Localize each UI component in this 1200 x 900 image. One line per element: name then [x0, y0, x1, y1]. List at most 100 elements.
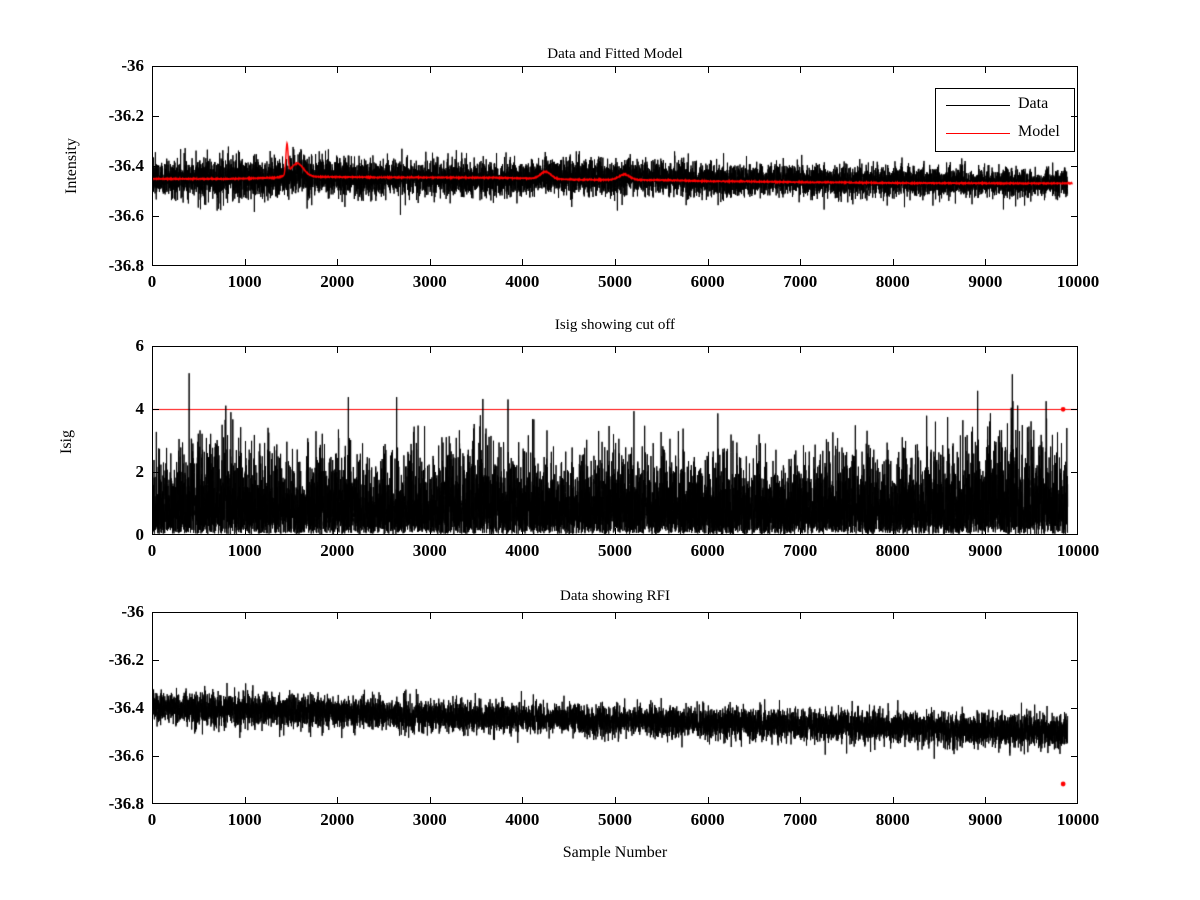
panel-2-x-tick-label: 2000 — [320, 541, 355, 560]
y-tick-mark — [1071, 472, 1078, 473]
panel-3-x-tick-label: 0 — [147, 810, 157, 829]
x-tick-mark — [430, 259, 431, 266]
panel-3-x-tick-label: 5000 — [598, 810, 632, 829]
x-tick-mark — [708, 612, 709, 619]
x-tick-mark — [337, 612, 338, 619]
panel-2-x-tick-label: 1000 — [227, 541, 262, 560]
y-tick-mark — [1071, 216, 1078, 217]
x-tick-mark — [337, 797, 338, 804]
panel-2-y-tick-label: 2 — [135, 462, 145, 481]
x-tick-mark — [522, 797, 523, 804]
panel-3-x-tick-label: 7000 — [783, 810, 818, 829]
panel-2-y-tick-label: 0 — [135, 525, 145, 544]
x-tick-mark — [245, 346, 246, 353]
x-tick-mark — [800, 259, 801, 266]
panel-1-x-tick-label: 5000 — [598, 272, 632, 291]
panel-2-x-tick-label: 6000 — [690, 541, 725, 560]
legend: Data Model — [935, 88, 1075, 152]
x-tick-mark — [522, 346, 523, 353]
x-tick-mark — [615, 797, 616, 804]
x-tick-mark — [522, 528, 523, 535]
x-tick-mark — [893, 612, 894, 619]
legend-swatch-data — [946, 105, 1010, 106]
legend-swatch-model — [946, 133, 1010, 134]
panel-2-x-tick-label: 8000 — [875, 541, 910, 560]
figure-x-axis-label: Sample Number — [562, 844, 668, 861]
x-tick-mark — [522, 612, 523, 619]
panel-2-x-tick-label: 7000 — [783, 541, 818, 560]
y-tick-mark — [1071, 756, 1078, 757]
panel-3-y-tick-label: -36.6 — [108, 746, 144, 765]
panel-2-plot-area — [152, 346, 1078, 535]
x-tick-mark — [430, 528, 431, 535]
y-tick-mark — [1071, 409, 1078, 410]
panel-1-x-tick-label: 4000 — [505, 272, 540, 291]
panel-1-x-tick-label: 7000 — [783, 272, 818, 291]
panel-3-plot-area — [152, 612, 1078, 804]
x-tick-mark — [893, 528, 894, 535]
panel-1-y-tick-label: -36.2 — [108, 106, 144, 125]
y-tick-mark — [152, 660, 159, 661]
legend-label-data: Data — [1018, 95, 1049, 112]
x-tick-mark — [800, 612, 801, 619]
y-tick-mark — [1071, 116, 1078, 117]
panel-1-x-tick-label: 10000 — [1056, 272, 1100, 291]
panel-2-y-axis-label: Isig — [58, 430, 75, 454]
panel-2-series-canvas — [153, 347, 1077, 534]
y-tick-mark — [152, 708, 159, 709]
panel-3-y-tick-label: -36.2 — [108, 650, 144, 669]
panel-1-series-canvas — [153, 67, 1077, 265]
x-tick-mark — [800, 528, 801, 535]
x-tick-mark — [522, 259, 523, 266]
x-tick-mark — [430, 346, 431, 353]
panel-1-x-tick-label: 1000 — [227, 272, 262, 291]
panel-1-x-tick-label: 0 — [147, 272, 157, 291]
legend-entry-data: Data — [936, 95, 1074, 117]
y-tick-mark — [1071, 708, 1078, 709]
panel-3-x-tick-label: 2000 — [320, 810, 355, 829]
x-tick-mark — [708, 528, 709, 535]
panel-2-title: Isig showing cut off — [554, 317, 676, 333]
panel-3-x-tick-label: 9000 — [968, 810, 1003, 829]
x-tick-mark — [985, 346, 986, 353]
y-tick-mark — [152, 756, 159, 757]
x-tick-mark — [245, 797, 246, 804]
panel-3-x-tick-label: 10000 — [1056, 810, 1100, 829]
panel-1-plot-area — [152, 66, 1078, 266]
y-tick-mark — [152, 472, 159, 473]
panel-1-x-tick-label: 9000 — [968, 272, 1003, 291]
panel-1-y-tick-label: -36.6 — [108, 206, 144, 225]
x-tick-mark — [800, 797, 801, 804]
x-tick-mark — [337, 66, 338, 73]
panel-1-x-tick-label: 3000 — [412, 272, 447, 291]
panel-2-x-tick-label: 9000 — [968, 541, 1003, 560]
panel-2-y-tick-label: 4 — [135, 399, 145, 418]
panel-2-x-tick-label: 3000 — [412, 541, 447, 560]
x-tick-mark — [245, 259, 246, 266]
panel-1-title: Data and Fitted Model — [547, 46, 683, 62]
x-tick-mark — [893, 797, 894, 804]
x-tick-mark — [708, 66, 709, 73]
x-tick-mark — [708, 797, 709, 804]
x-tick-mark — [985, 797, 986, 804]
y-tick-mark — [1071, 660, 1078, 661]
panel-2-x-tick-label: 0 — [147, 541, 157, 560]
x-tick-mark — [245, 528, 246, 535]
x-tick-mark — [985, 612, 986, 619]
x-tick-mark — [800, 66, 801, 73]
y-tick-mark — [152, 409, 159, 410]
x-tick-mark — [800, 346, 801, 353]
panel-3-title: Data showing RFI — [560, 588, 670, 604]
panel-2-x-tick-label: 4000 — [505, 541, 540, 560]
panel-3-y-tick-label: -36 — [121, 602, 144, 621]
x-tick-mark — [615, 259, 616, 266]
x-tick-mark — [337, 259, 338, 266]
legend-label-model: Model — [1018, 123, 1060, 140]
panel-1-x-tick-label: 2000 — [320, 272, 355, 291]
x-tick-mark — [985, 259, 986, 266]
x-tick-mark — [245, 66, 246, 73]
x-tick-mark — [708, 259, 709, 266]
x-tick-mark — [430, 66, 431, 73]
y-tick-mark — [152, 166, 159, 167]
